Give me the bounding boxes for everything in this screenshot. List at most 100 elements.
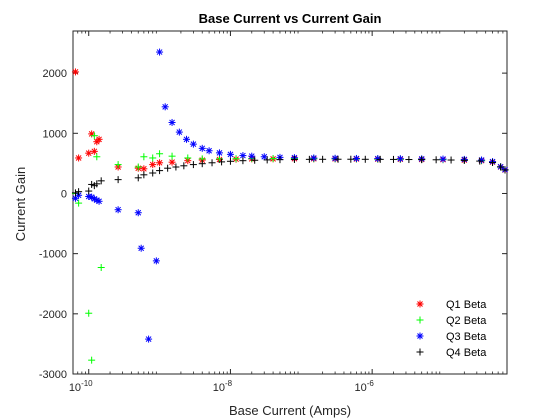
legend-marker bbox=[416, 332, 424, 340]
data-point bbox=[460, 156, 468, 164]
y-tick-label: 0 bbox=[61, 188, 67, 200]
data-point bbox=[501, 166, 509, 174]
data-point bbox=[140, 153, 148, 161]
data-point bbox=[134, 163, 142, 171]
y-tick-label: 2000 bbox=[43, 68, 67, 80]
data-point bbox=[226, 150, 234, 158]
data-point bbox=[478, 156, 486, 164]
data-point bbox=[198, 160, 206, 168]
data-point bbox=[205, 147, 213, 155]
data-point bbox=[172, 163, 180, 171]
data-point bbox=[156, 48, 164, 56]
data-point bbox=[85, 187, 93, 195]
y-tick-label: 1000 bbox=[43, 128, 67, 140]
data-point bbox=[97, 177, 105, 185]
data-point bbox=[114, 161, 122, 169]
data-point bbox=[90, 132, 98, 140]
x-tick-label-base: 10 bbox=[213, 382, 225, 394]
data-point bbox=[189, 140, 197, 148]
x-tick-label-exponent: -6 bbox=[367, 379, 375, 388]
data-point bbox=[248, 152, 256, 160]
data-point bbox=[310, 154, 318, 162]
data-point bbox=[75, 154, 83, 162]
data-point bbox=[71, 189, 79, 197]
series-4 bbox=[71, 155, 509, 197]
data-point bbox=[497, 163, 505, 171]
x-tick-label-base: 10 bbox=[69, 382, 81, 394]
data-point bbox=[168, 158, 176, 166]
data-point bbox=[149, 154, 157, 162]
legend-entry-label: Q3 Beta bbox=[446, 331, 487, 343]
data-point bbox=[396, 155, 404, 163]
data-point bbox=[447, 156, 455, 164]
data-point bbox=[361, 155, 369, 163]
data-point bbox=[405, 156, 413, 164]
data-point bbox=[376, 155, 384, 163]
data-point bbox=[269, 155, 277, 163]
x-axis-label: Base Current (Amps) bbox=[229, 403, 351, 418]
data-point bbox=[137, 244, 145, 252]
chart-title: Base Current vs Current Gain bbox=[199, 11, 382, 26]
data-point bbox=[168, 118, 176, 126]
data-point bbox=[93, 180, 101, 188]
data-point bbox=[489, 158, 497, 166]
data-point bbox=[97, 263, 105, 271]
x-tick-label-exponent: -8 bbox=[225, 379, 233, 388]
data-point bbox=[352, 154, 360, 162]
data-point bbox=[432, 156, 440, 164]
legend-entry-label: Q2 Beta bbox=[446, 315, 487, 327]
data-point bbox=[319, 155, 327, 163]
data-point bbox=[156, 150, 164, 158]
data-point bbox=[93, 153, 101, 161]
data-point bbox=[95, 197, 103, 205]
data-point bbox=[88, 356, 96, 364]
data-point bbox=[156, 159, 164, 167]
data-point bbox=[149, 161, 157, 169]
data-point bbox=[161, 103, 169, 111]
data-point bbox=[134, 209, 142, 217]
data-point bbox=[239, 157, 247, 165]
axes-box bbox=[72, 30, 508, 375]
data-point bbox=[347, 155, 355, 163]
legend-marker bbox=[416, 348, 424, 356]
data-point bbox=[114, 206, 122, 214]
data-point bbox=[149, 169, 157, 177]
data-point bbox=[305, 155, 313, 163]
data-point bbox=[439, 155, 447, 163]
legend-marker bbox=[416, 300, 424, 308]
data-point bbox=[140, 171, 148, 179]
data-point bbox=[389, 155, 397, 163]
y-tick-label: -2000 bbox=[39, 309, 67, 321]
data-point bbox=[290, 155, 298, 163]
data-point bbox=[198, 144, 206, 152]
legend-entry-label: Q1 Beta bbox=[446, 299, 487, 311]
data-point bbox=[90, 147, 98, 155]
data-point bbox=[175, 128, 183, 136]
legend: Q1 Beta Q2 Beta Q3 Beta Q4 Beta bbox=[416, 299, 487, 359]
data-point bbox=[183, 135, 191, 143]
data-point bbox=[184, 154, 192, 162]
y-axis-label: Current Gain bbox=[13, 167, 28, 241]
data-point bbox=[85, 309, 93, 317]
data-point bbox=[218, 158, 226, 166]
data-point bbox=[251, 156, 259, 164]
data-point bbox=[334, 155, 342, 163]
data-point bbox=[85, 149, 93, 157]
data-point bbox=[232, 155, 240, 163]
data-point bbox=[260, 153, 268, 161]
data-point bbox=[75, 199, 83, 207]
data-point bbox=[145, 335, 153, 343]
data-point bbox=[114, 176, 122, 184]
data-point bbox=[239, 152, 247, 160]
data-point bbox=[226, 157, 234, 165]
data-point bbox=[168, 152, 176, 160]
x-tick-label: 10-10 bbox=[69, 379, 93, 394]
data-point bbox=[95, 135, 103, 143]
y-tick-label: -3000 bbox=[39, 369, 67, 381]
data-point bbox=[156, 167, 164, 175]
data-point bbox=[134, 174, 142, 182]
data-point bbox=[215, 149, 223, 157]
